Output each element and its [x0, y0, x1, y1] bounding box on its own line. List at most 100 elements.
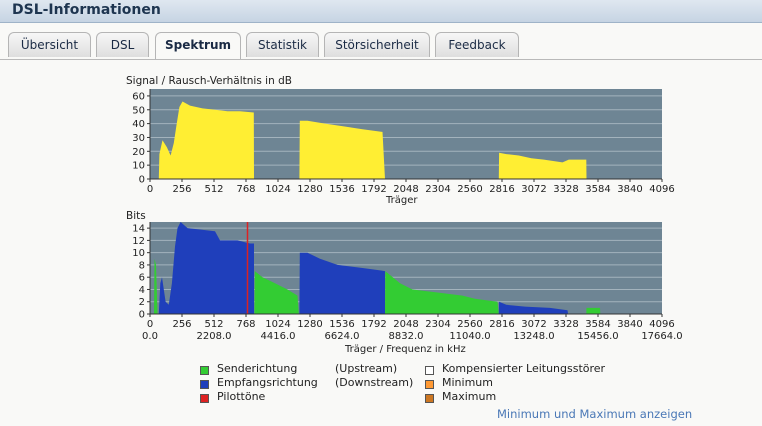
- legend-downstream-label: Empfangsrichtung: [217, 376, 318, 389]
- legend-swatch-compensated: [425, 366, 434, 375]
- snr-y-tick-label: 0: [139, 175, 145, 186]
- bits-x-axis-label: Träger / Frequenz in kHz: [345, 344, 466, 355]
- snr-plot-area: [150, 89, 662, 179]
- bits-khz-tick-label: 0.0: [142, 331, 158, 342]
- bits-series-0-area: [154, 258, 158, 314]
- page-title: DSL-Informationen: [12, 2, 161, 18]
- legend-upstream-suffix: (Upstream): [335, 362, 398, 375]
- snr-x-tick-label: 3584: [585, 184, 610, 195]
- bits-x-tick-label: 3584: [585, 319, 610, 330]
- bits-khz-tick-label: 4416.0: [261, 331, 296, 342]
- snr-x-axis-label: Träger: [386, 195, 418, 206]
- bits-series-1-area: [299, 252, 385, 314]
- snr-x-tick-label: 2816: [489, 184, 514, 195]
- bits-khz-tick-label: 11040.0: [449, 331, 490, 342]
- legend-swatch-pilot: [200, 394, 209, 403]
- tab-dsl[interactable]: DSL: [96, 32, 149, 57]
- bits-x-tick-label: 3072: [521, 319, 546, 330]
- legend-pilot-label: Pilottöne: [217, 390, 266, 403]
- show-min-max-link[interactable]: Minimum und Maximum anzeigen: [497, 407, 693, 421]
- bits-x-tick-label: 1280: [297, 319, 322, 330]
- bits-khz-tick-label: 6624.0: [325, 331, 360, 342]
- bits-x-tick-label: 1024: [265, 319, 290, 330]
- bits-x-tick-label: 3840: [617, 319, 642, 330]
- bits-khz-tick-label: 13248.0: [513, 331, 554, 342]
- page-header: DSL-Informationen: [0, 0, 762, 23]
- snr-x-tick-label: 0: [147, 184, 153, 195]
- bits-plot-area: [150, 222, 662, 314]
- legend-swatch-minimum: [425, 380, 434, 389]
- tab-spektrum[interactable]: Spektrum: [155, 32, 241, 59]
- bits-khz-tick-label: 17664.0: [641, 331, 682, 342]
- legend-swatch-downstream: [200, 380, 209, 389]
- legend-swatch-upstream: [200, 366, 209, 375]
- snr-x-tick-label: 2048: [393, 184, 418, 195]
- snr-x-tick-label: 3840: [617, 184, 642, 195]
- bits-y-tick-label: 2: [139, 297, 145, 308]
- snr-x-tick-label: 512: [204, 184, 223, 195]
- snr-x-tick-label: 1536: [329, 184, 354, 195]
- legend-swatch-maximum: [425, 394, 434, 403]
- snr-series-0-area: [158, 101, 254, 179]
- snr-x-tick-label: 2560: [457, 184, 482, 195]
- snr-x-tick-label: 3328: [553, 184, 578, 195]
- bits-y-tick-label: 4: [139, 285, 145, 296]
- bits-y-tick-label: 14: [132, 224, 145, 235]
- bits-x-tick-label: 2048: [393, 319, 418, 330]
- snr-x-tick-label: 768: [236, 184, 255, 195]
- bits-x-tick-label: 2304: [425, 319, 450, 330]
- bits-series-0-area: [254, 271, 299, 314]
- snr-y-tick-label: 30: [132, 133, 145, 144]
- bits-y-tick-label: 12: [132, 236, 145, 247]
- snr-x-tick-label: 1024: [265, 184, 290, 195]
- bits-series-0-area: [385, 271, 499, 314]
- snr-x-tick-label: 3072: [521, 184, 546, 195]
- bits-series-0-area: [586, 307, 601, 314]
- bits-y-tick-label: 8: [139, 260, 145, 271]
- legend-downstream-suffix: (Downstream): [335, 376, 414, 389]
- snr-y-tick-label: 10: [132, 161, 145, 172]
- legend-maximum-label: Maximum: [442, 390, 497, 403]
- bits-x-tick-label: 1792: [361, 319, 386, 330]
- bits-y-tick-label: 6: [139, 273, 145, 284]
- legend-compensated-label: Kompensierter Leitungsstörer: [442, 362, 606, 375]
- snr-x-tick-label: 1792: [361, 184, 386, 195]
- tab-feedback[interactable]: Feedback: [435, 32, 519, 57]
- tab-statistik[interactable]: Statistik: [246, 32, 319, 57]
- tab-uebersicht[interactable]: Übersicht: [8, 32, 91, 57]
- legend-minimum-label: Minimum: [442, 376, 493, 389]
- snr-y-tick-label: 50: [132, 105, 145, 116]
- snr-chart-title: Signal / Rausch-Verhältnis in dB: [126, 75, 292, 87]
- bits-x-tick-label: 1536: [329, 319, 354, 330]
- bits-y-tick-label: 0: [139, 310, 145, 321]
- bits-series-1-area: [498, 301, 569, 314]
- snr-series-0-area: [299, 120, 385, 179]
- snr-series-0-area: [498, 152, 587, 179]
- bits-x-tick-label: 4096: [649, 319, 674, 330]
- bits-x-tick-label: 768: [236, 319, 255, 330]
- bits-x-tick-label: 256: [172, 319, 191, 330]
- bits-x-tick-label: 3328: [553, 319, 578, 330]
- legend-upstream-label: Senderichtung: [217, 362, 298, 375]
- snr-x-tick-label: 256: [172, 184, 191, 195]
- bits-khz-tick-label: 2208.0: [197, 331, 232, 342]
- bits-khz-tick-label: 15456.0: [577, 331, 618, 342]
- bits-x-tick-label: 0: [147, 319, 153, 330]
- bits-x-tick-label: 512: [204, 319, 223, 330]
- snr-y-tick-label: 20: [132, 147, 145, 158]
- bits-y-tick-label: 10: [132, 248, 145, 259]
- snr-x-tick-label: 4096: [649, 184, 674, 195]
- snr-chart: 0 10 20 30 40 50 60 0 256 512 768 1024 1280 1536 1792 2…: [132, 89, 675, 195]
- tab-bar: Übersicht DSL Spektrum Statistik Störsic…: [0, 22, 762, 60]
- bits-series-1-area: [158, 222, 254, 314]
- snr-x-tick-label: 1280: [297, 184, 322, 195]
- tab-stoersicherheit[interactable]: Störsicherheit: [324, 32, 430, 57]
- snr-x-tick-label: 2304: [425, 184, 450, 195]
- snr-y-tick-label: 60: [132, 91, 145, 102]
- bits-chart-title: Bits: [126, 210, 146, 222]
- bits-x-tick-label: 2560: [457, 319, 482, 330]
- snr-y-tick-label: 40: [132, 119, 145, 130]
- bits-x-tick-label: 2816: [489, 319, 514, 330]
- bits-khz-tick-label: 8832.0: [389, 331, 424, 342]
